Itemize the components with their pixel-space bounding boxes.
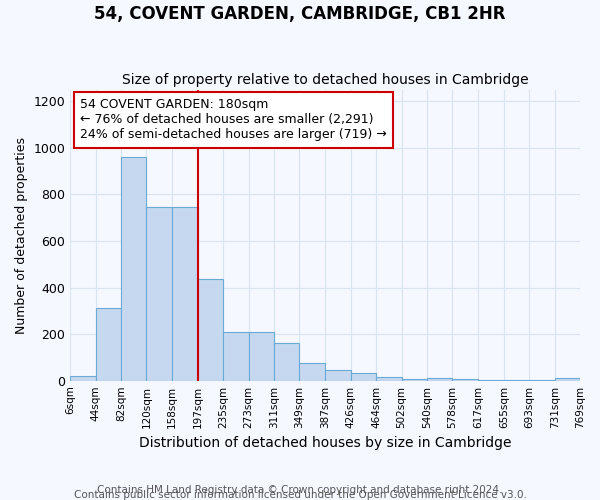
Bar	[95, 308, 121, 380]
Y-axis label: Number of detached properties: Number of detached properties	[15, 136, 28, 334]
Bar	[351, 373, 376, 380]
Text: Contains HM Land Registry data © Crown copyright and database right 2024.: Contains HM Land Registry data © Crown c…	[97, 485, 503, 495]
Bar	[121, 157, 146, 380]
Text: Contains public sector information licensed under the Open Government Licence v3: Contains public sector information licen…	[74, 490, 526, 500]
Bar	[70, 376, 95, 380]
Bar	[376, 377, 401, 380]
Bar	[248, 332, 274, 380]
Bar	[554, 378, 580, 380]
Bar	[146, 207, 172, 380]
Bar	[452, 379, 478, 380]
X-axis label: Distribution of detached houses by size in Cambridge: Distribution of detached houses by size …	[139, 436, 511, 450]
Bar	[401, 379, 427, 380]
Text: 54, COVENT GARDEN, CAMBRIDGE, CB1 2HR: 54, COVENT GARDEN, CAMBRIDGE, CB1 2HR	[94, 5, 506, 23]
Bar	[172, 207, 198, 380]
Bar	[325, 370, 351, 380]
Bar	[274, 344, 299, 380]
Bar	[299, 363, 325, 380]
Title: Size of property relative to detached houses in Cambridge: Size of property relative to detached ho…	[122, 73, 529, 87]
Text: 54 COVENT GARDEN: 180sqm
← 76% of detached houses are smaller (2,291)
24% of sem: 54 COVENT GARDEN: 180sqm ← 76% of detach…	[80, 98, 387, 142]
Bar	[223, 332, 248, 380]
Bar	[198, 280, 223, 380]
Bar	[427, 378, 452, 380]
